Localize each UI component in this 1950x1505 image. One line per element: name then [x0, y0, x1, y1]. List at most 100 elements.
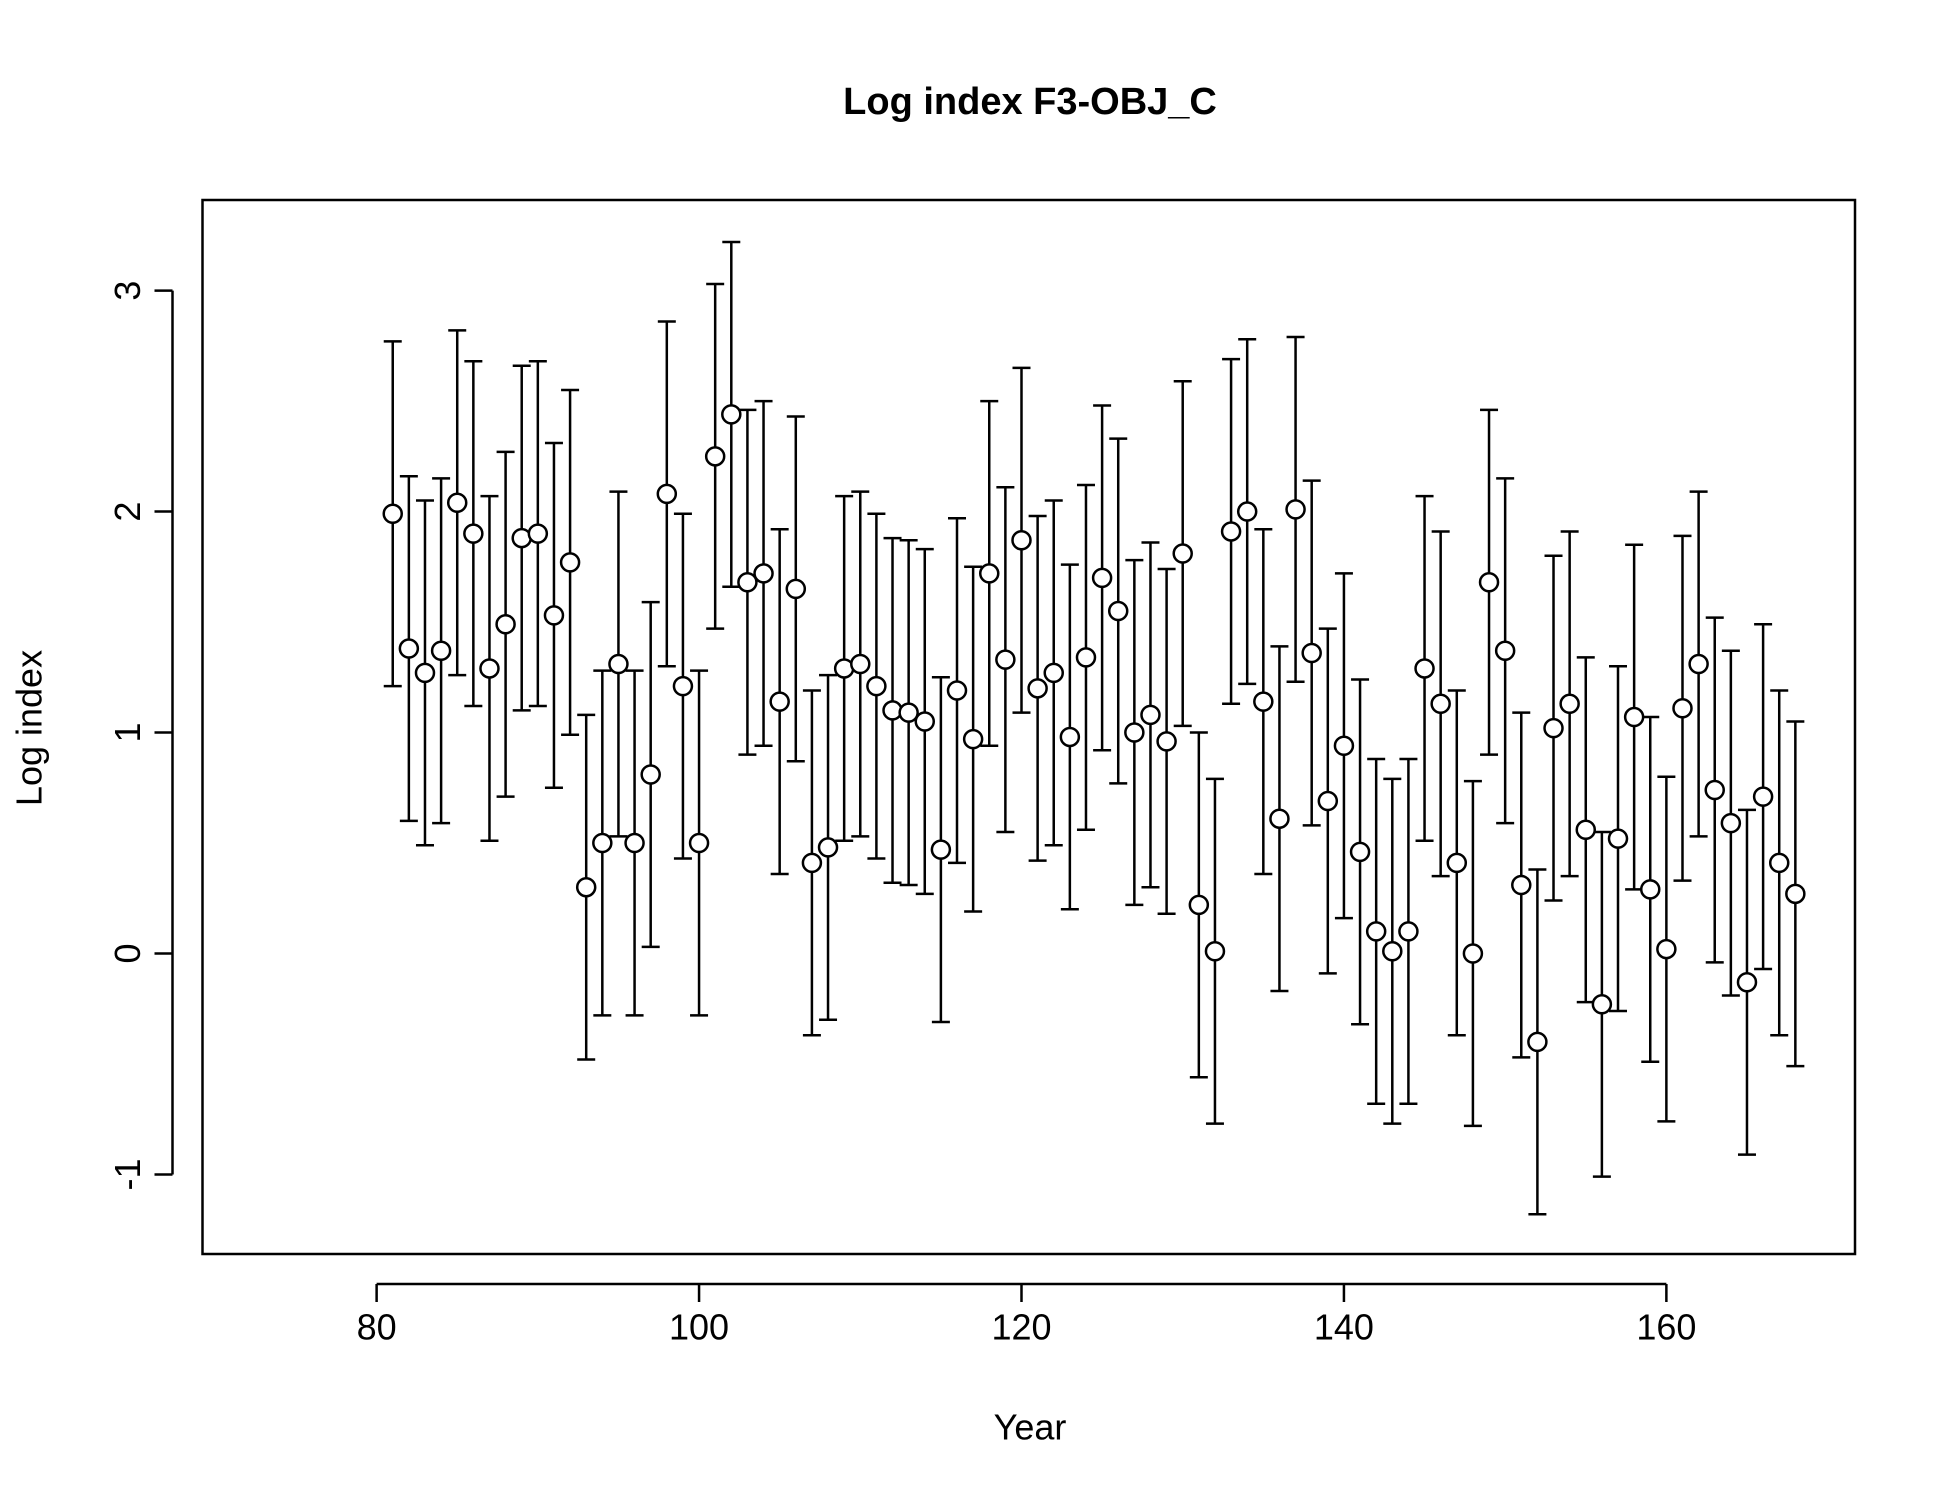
point [1075, 647, 1097, 668]
x-axis-label: Year [994, 1407, 1067, 1448]
point [1688, 653, 1709, 675]
point [1543, 717, 1564, 739]
point [1785, 883, 1806, 905]
point [1623, 706, 1645, 728]
point [1349, 841, 1371, 863]
point [1269, 808, 1290, 829]
point [1204, 941, 1226, 962]
point [1333, 735, 1355, 757]
point [1462, 943, 1484, 964]
x-tick-label: 160 [1636, 1307, 1696, 1348]
point [543, 605, 565, 626]
point [382, 503, 403, 525]
point [1430, 693, 1451, 715]
point [1285, 499, 1306, 520]
point [1156, 731, 1177, 752]
y-tick-label: -1 [107, 1158, 148, 1190]
point [1478, 572, 1500, 593]
point [753, 563, 774, 584]
point [608, 653, 629, 675]
point [785, 578, 807, 600]
point [898, 702, 919, 723]
y-axis-label: Log index [9, 650, 50, 806]
point [914, 711, 936, 732]
point [979, 563, 1000, 584]
point [995, 649, 1016, 670]
point [1124, 722, 1145, 743]
point [1253, 691, 1274, 712]
x-tick-label: 100 [669, 1307, 729, 1348]
point [1091, 567, 1113, 589]
point [1511, 874, 1532, 896]
point [866, 675, 887, 697]
point [1640, 879, 1661, 900]
point [1107, 600, 1129, 622]
point [704, 446, 726, 467]
point [1736, 971, 1758, 993]
point [1591, 994, 1613, 1015]
point [1043, 662, 1064, 684]
point [624, 832, 645, 854]
point [559, 552, 581, 573]
point [446, 492, 468, 513]
point [575, 876, 597, 898]
point [527, 523, 549, 544]
point [801, 852, 823, 874]
point [1236, 501, 1258, 522]
point [1720, 812, 1742, 834]
point [1575, 819, 1597, 840]
y-tick-label: 1 [107, 723, 148, 743]
point [1414, 658, 1435, 679]
point [1365, 921, 1387, 942]
point [592, 832, 613, 854]
point [817, 837, 839, 858]
y-tick-label: 3 [107, 281, 148, 301]
point [640, 764, 661, 785]
point [1768, 852, 1790, 874]
point [1317, 790, 1339, 812]
point [656, 483, 678, 505]
y-tick-label: 0 [107, 943, 148, 963]
point [769, 691, 790, 712]
point [1220, 521, 1242, 542]
point [479, 658, 500, 679]
point [398, 638, 420, 659]
x-tick-label: 140 [1314, 1307, 1374, 1348]
point [1672, 697, 1693, 719]
point [1607, 828, 1629, 849]
point [1752, 786, 1774, 807]
chart-title: Log index F3-OBJ_C [843, 81, 1217, 123]
x-tick-label: 80 [357, 1307, 397, 1348]
point [672, 675, 694, 697]
point [495, 614, 516, 635]
point [962, 728, 984, 750]
point [1301, 642, 1322, 664]
point [463, 523, 484, 544]
point [850, 653, 871, 675]
point [721, 404, 742, 425]
point [1559, 693, 1580, 715]
point [1140, 704, 1161, 726]
point [1398, 921, 1419, 942]
y-tick-label: 2 [107, 502, 148, 522]
point [1494, 640, 1516, 662]
point [688, 832, 710, 854]
point [1059, 726, 1081, 748]
point [737, 572, 758, 593]
plot-frame [201, 198, 1857, 1256]
x-tick-label: 120 [991, 1307, 1051, 1348]
point [946, 680, 968, 701]
point [1656, 938, 1677, 960]
point [1011, 530, 1032, 551]
point [1027, 678, 1048, 699]
point [430, 640, 452, 662]
point [1704, 779, 1725, 801]
point [930, 839, 952, 860]
point [1382, 941, 1403, 962]
point [1527, 1031, 1548, 1053]
point [1172, 543, 1193, 564]
point [1188, 894, 1210, 916]
point [414, 662, 436, 684]
